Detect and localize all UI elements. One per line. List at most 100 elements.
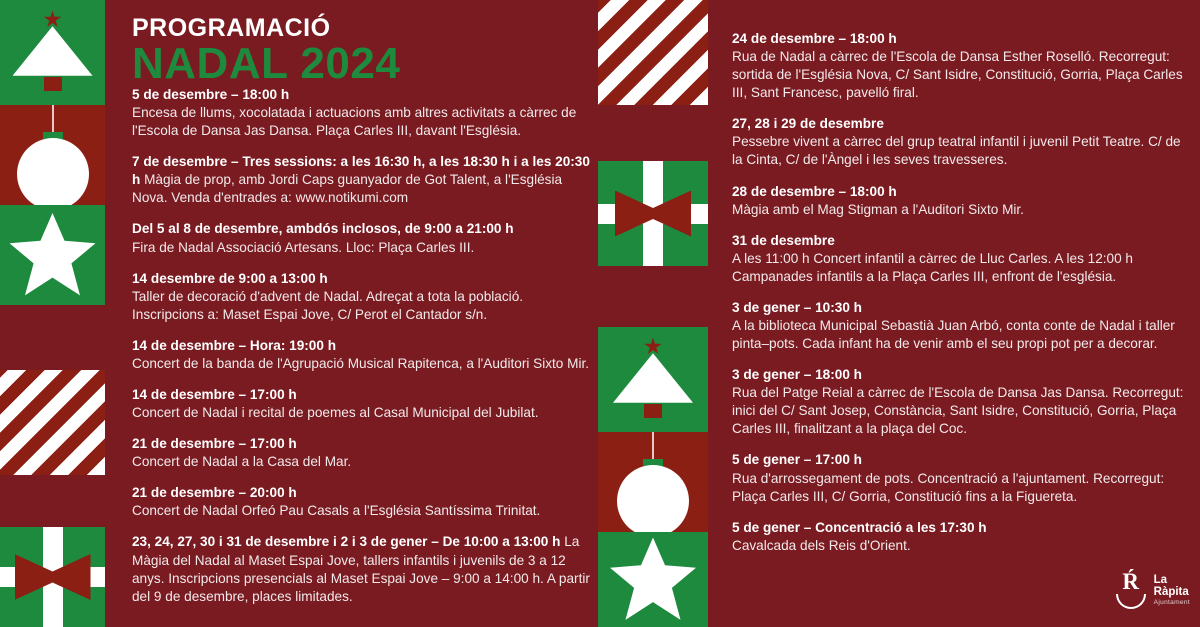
event-text: 27, 28 i 29 de desembre Pessebre vivent a…	[732, 115, 1194, 169]
ornament-cap-icon	[643, 459, 663, 470]
star-icon	[610, 537, 696, 620]
event-text: 5 de gener – 17:00 h Rua d'arrossegament …	[732, 451, 1194, 505]
event-datetime: 14 de desembre – Hora: 19:00 h	[132, 337, 336, 353]
tile-ornament-left	[0, 105, 105, 205]
event-datetime: 28 de desembre – 18:00 h	[732, 183, 897, 199]
logo-wordmark: La Ràpita Ajuntament	[1153, 574, 1190, 607]
event-entry: 14 desembre de 9:00 a 13:00 h Taller de d…	[132, 270, 598, 324]
event-entry: 31 de desembre A les 11:00 h Concert infa…	[732, 232, 1194, 286]
logo-line-2: Ràpita	[1153, 586, 1189, 599]
event-description: Fira de Nadal Associació Artesans. Lloc:…	[132, 239, 475, 255]
event-description: Rua del Patge Reial a càrrec de l'Escola…	[732, 385, 1184, 437]
logo-line-3: Ajuntament	[1153, 599, 1190, 607]
event-datetime: 5 de desembre – 18:00 h	[132, 87, 290, 102]
event-datetime: 21 de desembre – 20:00 h	[132, 485, 297, 501]
event-description: Concert de la banda de l'Agrupació Music…	[132, 355, 590, 371]
logo-mark-icon: Ŕ	[1114, 569, 1148, 613]
event-datetime: 5 de gener – Concentració a les 17:30 h	[732, 519, 987, 535]
event-datetime: 14 desembre de 9:00 a 13:00 h	[132, 270, 328, 286]
event-datetime: Del 5 al 8 de desembre, ambdós inclosos,…	[132, 221, 514, 237]
ornament-ball-icon	[617, 465, 689, 532]
tree-topper-star-icon	[43, 10, 62, 27]
event-datetime: 24 de desembre – 18:00 h	[732, 31, 897, 46]
event-entry: 3 de gener – 18:00 h Rua del Patge Reial …	[732, 366, 1194, 438]
ornament-string-icon	[652, 432, 654, 461]
tree-topper-star-icon	[644, 337, 662, 354]
event-description: Cavalcada dels Reis d'Orient.	[732, 537, 911, 553]
event-text: 14 de desembre – 17:00 h Concert de Nadal…	[132, 386, 598, 422]
page-title: NADAL 2024	[132, 39, 401, 88]
event-description: Màgia de prop, amb Jordi Caps guanyador …	[132, 172, 563, 206]
event-description: Taller de decoració d'advent de Nadal. A…	[132, 288, 524, 322]
events-column-left: 5 de desembre – 18:00 h Encesa de llums, …	[132, 0, 598, 606]
decorative-column-middle	[598, 0, 708, 627]
event-datetime: 3 de gener – 18:00 h	[732, 367, 862, 383]
event-text: 14 desembre de 9:00 a 13:00 h Taller de d…	[132, 270, 598, 324]
event-description: La Màgia del Nadal al Maset Espai Jove, …	[132, 534, 590, 604]
event-description: Màgia amb el Mag Stigman a l'Auditori Si…	[732, 201, 1024, 217]
event-datetime: 23, 24, 27, 30 i 31 de desembre i 2 i 3 …	[132, 534, 561, 550]
event-text: 14 de desembre – Hora: 19:00 h Concert de…	[132, 337, 598, 373]
event-text: 5 de desembre – 18:00 h Encesa de llums, …	[132, 86, 598, 140]
event-entry: 21 de desembre – 20:00 h Concert de Nadal…	[132, 484, 598, 520]
page-kicker: PROGRAMACIÓ	[132, 14, 331, 42]
event-entry: 3 de gener – 10:30 h A la biblioteca Muni…	[732, 299, 1194, 353]
ornament-string-icon	[51, 105, 54, 134]
event-text: 28 de desembre – 18:00 h Màgia amb el Mag…	[732, 183, 1194, 219]
event-entry: 28 de desembre – 18:00 h Màgia amb el Mag…	[732, 183, 1194, 219]
event-description: Concert de Nadal i recital de poemes al …	[132, 405, 539, 421]
event-description: Encesa de llums, xocolatada i actuacions…	[132, 105, 577, 139]
events-column-right: 24 de desembre – 18:00 h Rua de Nadal a c…	[732, 0, 1194, 555]
event-entry: 14 de desembre – Hora: 19:00 h Concert de…	[132, 337, 598, 373]
event-text: 21 de desembre – 20:00 h Concert de Nadal…	[132, 484, 598, 520]
poster-header: PROGRAMACIÓ NADAL 2024	[132, 14, 592, 86]
event-entry: 5 de desembre – 18:00 h Encesa de llums, …	[132, 86, 598, 140]
tile-gift-middle	[598, 161, 708, 266]
logo-bowl-icon	[1115, 594, 1146, 609]
event-description: Pessebre vivent a càrrec del grup teatra…	[732, 134, 1181, 168]
event-description: A la biblioteca Municipal Sebastià Juan …	[732, 318, 1175, 352]
logo-line-1: La	[1153, 574, 1168, 587]
tile-christmas-tree-left	[0, 0, 105, 105]
event-datetime: 7 de desembre – Tres sessions: a les 16:…	[132, 154, 590, 188]
event-text: 5 de gener – Concentració a les 17:30 h C…	[732, 519, 1194, 555]
event-entry: Del 5 al 8 de desembre, ambdós inclosos,…	[132, 220, 598, 256]
event-text: 3 de gener – 10:30 h A la biblioteca Muni…	[732, 299, 1194, 353]
logo-letter-r: Ŕ	[1122, 569, 1139, 594]
event-text: 24 de desembre – 18:00 h Rua de Nadal a c…	[732, 30, 1194, 102]
event-datetime: 27, 28 i 29 de desembre	[732, 116, 884, 132]
event-text: 31 de desembre A les 11:00 h Concert infa…	[732, 232, 1194, 286]
event-entry: 27, 28 i 29 de desembre Pessebre vivent a…	[732, 115, 1194, 169]
event-text: 21 de desembre – 17:00 h Concert de Nadal…	[132, 435, 598, 471]
tile-gift-left	[0, 527, 105, 627]
event-entry: 5 de gener – 17:00 h Rua d'arrossegament …	[732, 451, 1194, 505]
ajuntament-logo: Ŕ La Ràpita Ajuntament	[1114, 569, 1190, 613]
event-description: Concert de Nadal a la Casa del Mar.	[132, 454, 352, 470]
tile-ornament-middle	[598, 432, 708, 532]
event-description: A les 11:00 h Concert infantil a càrrec …	[732, 250, 1133, 284]
event-text: 23, 24, 27, 30 i 31 de desembre i 2 i 3 …	[132, 533, 598, 605]
ornament-ball-icon	[16, 138, 89, 205]
event-datetime: 21 de desembre – 17:00 h	[132, 436, 297, 452]
tile-stripes-left	[0, 370, 105, 475]
event-description: Rua d'arrossegament de pots. Concentraci…	[732, 470, 1165, 504]
tile-christmas-tree-middle	[598, 327, 708, 432]
tree-trunk-icon	[43, 76, 62, 92]
tile-star-middle	[598, 532, 708, 627]
event-entry: 14 de desembre – 17:00 h Concert de Nadal…	[132, 386, 598, 422]
star-icon	[9, 213, 96, 296]
event-entry: 24 de desembre – 18:00 h Rua de Nadal a c…	[732, 30, 1194, 102]
event-datetime: 31 de desembre	[732, 232, 835, 248]
event-entry: 5 de gener – Concentració a les 17:30 h C…	[732, 519, 1194, 555]
decorative-column-left	[0, 0, 105, 627]
event-entry: 21 de desembre – 17:00 h Concert de Nadal…	[132, 435, 598, 471]
event-datetime: 3 de gener – 10:30 h	[732, 299, 862, 315]
event-text: Del 5 al 8 de desembre, ambdós inclosos,…	[132, 220, 598, 256]
event-text: 3 de gener – 18:00 h Rua del Patge Reial …	[732, 366, 1194, 438]
event-datetime: 14 de desembre – 17:00 h	[132, 387, 297, 403]
event-text: 7 de desembre – Tres sessions: a les 16:…	[132, 153, 598, 207]
event-entry: 7 de desembre – Tres sessions: a les 16:…	[132, 153, 598, 207]
ornament-cap-icon	[42, 132, 63, 143]
tree-trunk-icon	[644, 403, 662, 419]
tile-star-left	[0, 205, 105, 305]
